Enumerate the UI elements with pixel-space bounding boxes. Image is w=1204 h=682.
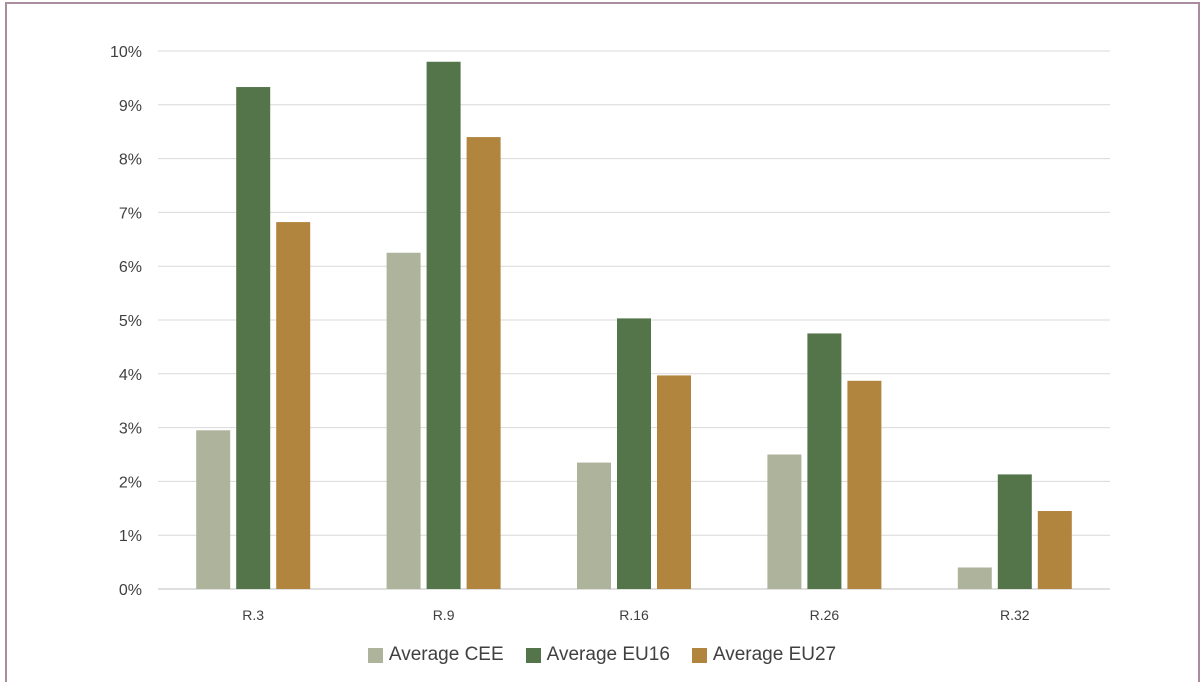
bar-average-eu16 bbox=[997, 474, 1032, 589]
bar-average-cee bbox=[196, 430, 231, 589]
bar-average-cee bbox=[767, 454, 802, 589]
bar-average-cee bbox=[957, 567, 992, 589]
y-tick-label: 4% bbox=[119, 367, 142, 384]
bar-average-eu16 bbox=[807, 333, 842, 589]
bar-average-eu27 bbox=[657, 375, 691, 589]
legend-item: Average EU27 bbox=[691, 644, 837, 666]
legend-swatch bbox=[691, 647, 707, 663]
bar-average-eu27 bbox=[466, 137, 501, 589]
legend-item: Average EU16 bbox=[525, 644, 670, 666]
x-category-label: R.9 bbox=[433, 607, 455, 623]
bar-average-eu16 bbox=[236, 87, 271, 590]
x-category-label: R.32 bbox=[1000, 607, 1030, 623]
legend-label: Average CEE bbox=[388, 644, 504, 665]
legend-swatch bbox=[525, 647, 541, 663]
legend-item: Average CEE bbox=[367, 644, 504, 666]
y-tick-label: 6% bbox=[119, 259, 142, 276]
y-tick-label: 5% bbox=[119, 313, 142, 330]
bar-average-eu16 bbox=[617, 318, 651, 589]
bar-chart: 0% 1% 2% 3% 4% 5% 6% 7% 8% 9% 10% R.3 R.9 R.16 R.26 R.3… bbox=[110, 44, 1110, 623]
y-tick-label: 0% bbox=[119, 582, 142, 599]
x-category-label: R.26 bbox=[810, 607, 840, 623]
legend-label: Average EU27 bbox=[712, 644, 837, 665]
legend-label: Average EU16 bbox=[546, 644, 670, 665]
y-tick-label: 9% bbox=[119, 98, 142, 115]
y-tick-label: 3% bbox=[119, 421, 142, 438]
x-category-label: R.16 bbox=[619, 607, 649, 623]
y-tick-label: 2% bbox=[119, 474, 142, 491]
legend-swatch bbox=[367, 647, 383, 663]
y-tick-label: 8% bbox=[119, 152, 142, 169]
y-tick-label: 7% bbox=[119, 205, 142, 222]
bar-average-eu16 bbox=[426, 61, 461, 589]
legend: Average CEE Average EU16 Average EU27 bbox=[0, 644, 1204, 666]
y-tick-label: 10% bbox=[110, 44, 142, 61]
bar-average-cee bbox=[386, 252, 421, 589]
bar-average-cee bbox=[577, 462, 611, 589]
bar-average-eu27 bbox=[276, 222, 311, 590]
bar-average-eu27 bbox=[1037, 510, 1072, 589]
bar-average-eu27 bbox=[847, 380, 882, 589]
x-category-label: R.3 bbox=[242, 607, 264, 623]
y-tick-label: 1% bbox=[119, 528, 142, 545]
